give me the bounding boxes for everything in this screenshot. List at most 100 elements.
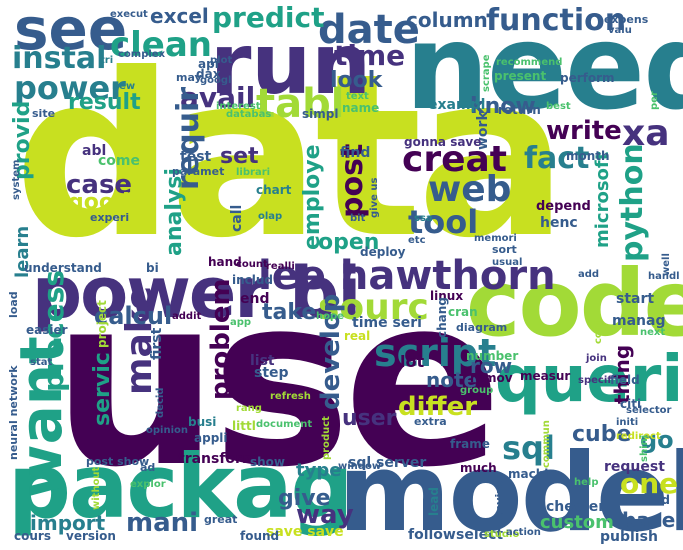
word-lee-hawthorn: lee hawthorn <box>258 253 556 299</box>
word-xa: xa <box>622 113 670 154</box>
word-action: action <box>506 527 541 538</box>
word-understand: understand <box>24 261 102 275</box>
word-name: name <box>342 101 380 115</box>
word-explor: explor <box>130 479 166 490</box>
word-data: data <box>14 26 568 288</box>
word-column: column <box>406 8 488 32</box>
word-shini: shini <box>639 434 650 462</box>
word-simpl: simpl <box>302 107 339 121</box>
word-copi: copi <box>593 320 604 344</box>
word-version: version <box>66 529 116 543</box>
word-complex: complex <box>118 49 166 60</box>
word-etc: etc <box>408 235 426 246</box>
word-power-bi: power bi <box>32 252 361 334</box>
word-real: real <box>344 329 371 343</box>
word-present: present <box>494 69 547 83</box>
word-see: see <box>14 0 128 63</box>
word-bi: bi <box>146 261 159 275</box>
word-list: list <box>250 353 275 369</box>
word-request: request <box>604 459 665 475</box>
word-redirect: redirect <box>616 431 661 442</box>
word-number: number <box>466 349 519 363</box>
word-power: power <box>14 69 126 107</box>
word-microsoft: microsoft <box>592 151 613 248</box>
word-may: may <box>176 71 202 84</box>
word-packag: packag <box>8 435 353 538</box>
word-ad: ad <box>140 461 156 474</box>
word-cours: cours <box>14 529 51 543</box>
word-handl: handl <box>648 271 680 282</box>
word-result: result <box>68 90 141 115</box>
word-tri: tri <box>100 55 114 66</box>
word-step: step <box>254 365 289 381</box>
word-googl: googl <box>200 75 232 86</box>
word-transform: transform <box>178 451 257 467</box>
word-recommend: recommend <box>496 57 563 68</box>
word-new: new <box>112 81 136 92</box>
word-lot: lot <box>400 352 425 371</box>
word-experi: experi <box>90 211 130 224</box>
word-load: load <box>7 291 20 318</box>
word-problem: problem <box>206 278 236 400</box>
word-cube: cube <box>572 422 632 447</box>
word-usual: usual <box>492 257 523 268</box>
word-window: window <box>338 461 382 472</box>
word-give-us: give us <box>369 177 380 218</box>
word-give: give <box>278 486 331 511</box>
word-sourc: sourc <box>318 287 429 328</box>
word-post-show: post show <box>86 455 150 468</box>
word-neural-network: neural network <box>7 365 20 460</box>
word-fact: fact <box>524 141 590 176</box>
word-import: import <box>30 511 106 535</box>
word-help: help <box>574 477 599 488</box>
word-extra: extra <box>414 415 447 428</box>
word-valu: valu <box>608 25 632 36</box>
word-cran: cran <box>448 305 478 319</box>
word-run: run <box>210 15 372 113</box>
word-tool: tool <box>408 203 479 241</box>
word-case: case <box>66 170 133 200</box>
word-end: end <box>240 291 270 307</box>
word-set: set <box>220 144 259 169</box>
word-memori: memori <box>474 233 517 244</box>
word-know: know <box>470 94 536 119</box>
word-custom: custom <box>540 512 614 533</box>
word-selector: selector <box>626 405 672 416</box>
word-busi: busi <box>188 415 217 429</box>
word-site: site <box>32 107 56 120</box>
word-excel: excel <box>150 4 209 28</box>
word-lead: lead <box>427 487 441 516</box>
word-found: found <box>240 529 280 543</box>
word-linux: linux <box>430 289 464 303</box>
word-call: call <box>229 204 245 232</box>
word-time: time <box>334 39 406 72</box>
word-gonna-save: gonna save <box>404 135 482 149</box>
word-appli: appli <box>194 431 228 445</box>
word-field: field <box>610 373 640 387</box>
word-web: web <box>428 169 512 210</box>
word-rang: rang <box>236 403 262 414</box>
word-opinion: opinion <box>146 425 188 436</box>
word-includ: includ <box>232 273 274 287</box>
word-look: look <box>330 68 383 93</box>
word-api: api <box>198 57 219 71</box>
word-initi: initi <box>616 417 639 428</box>
word-bit: bit <box>350 213 366 224</box>
word-great: great <box>204 513 238 526</box>
word-databas: databas <box>226 109 272 120</box>
word-time-seri: time seri <box>352 315 422 331</box>
word-best: best <box>546 101 571 112</box>
word-one: one <box>620 467 679 500</box>
word-addit: addit <box>172 311 202 322</box>
word-chang: chang <box>435 297 449 338</box>
word-code: code <box>466 250 683 357</box>
word-measur: measur <box>520 369 571 383</box>
word-depend: depend <box>536 199 591 214</box>
word-start: start <box>616 291 655 307</box>
word-paramet: paramet <box>172 165 225 178</box>
word-system: system <box>11 159 22 200</box>
word-find: find <box>340 145 371 161</box>
word-scrape: scrape <box>481 54 492 93</box>
word-show: show <box>250 455 286 469</box>
